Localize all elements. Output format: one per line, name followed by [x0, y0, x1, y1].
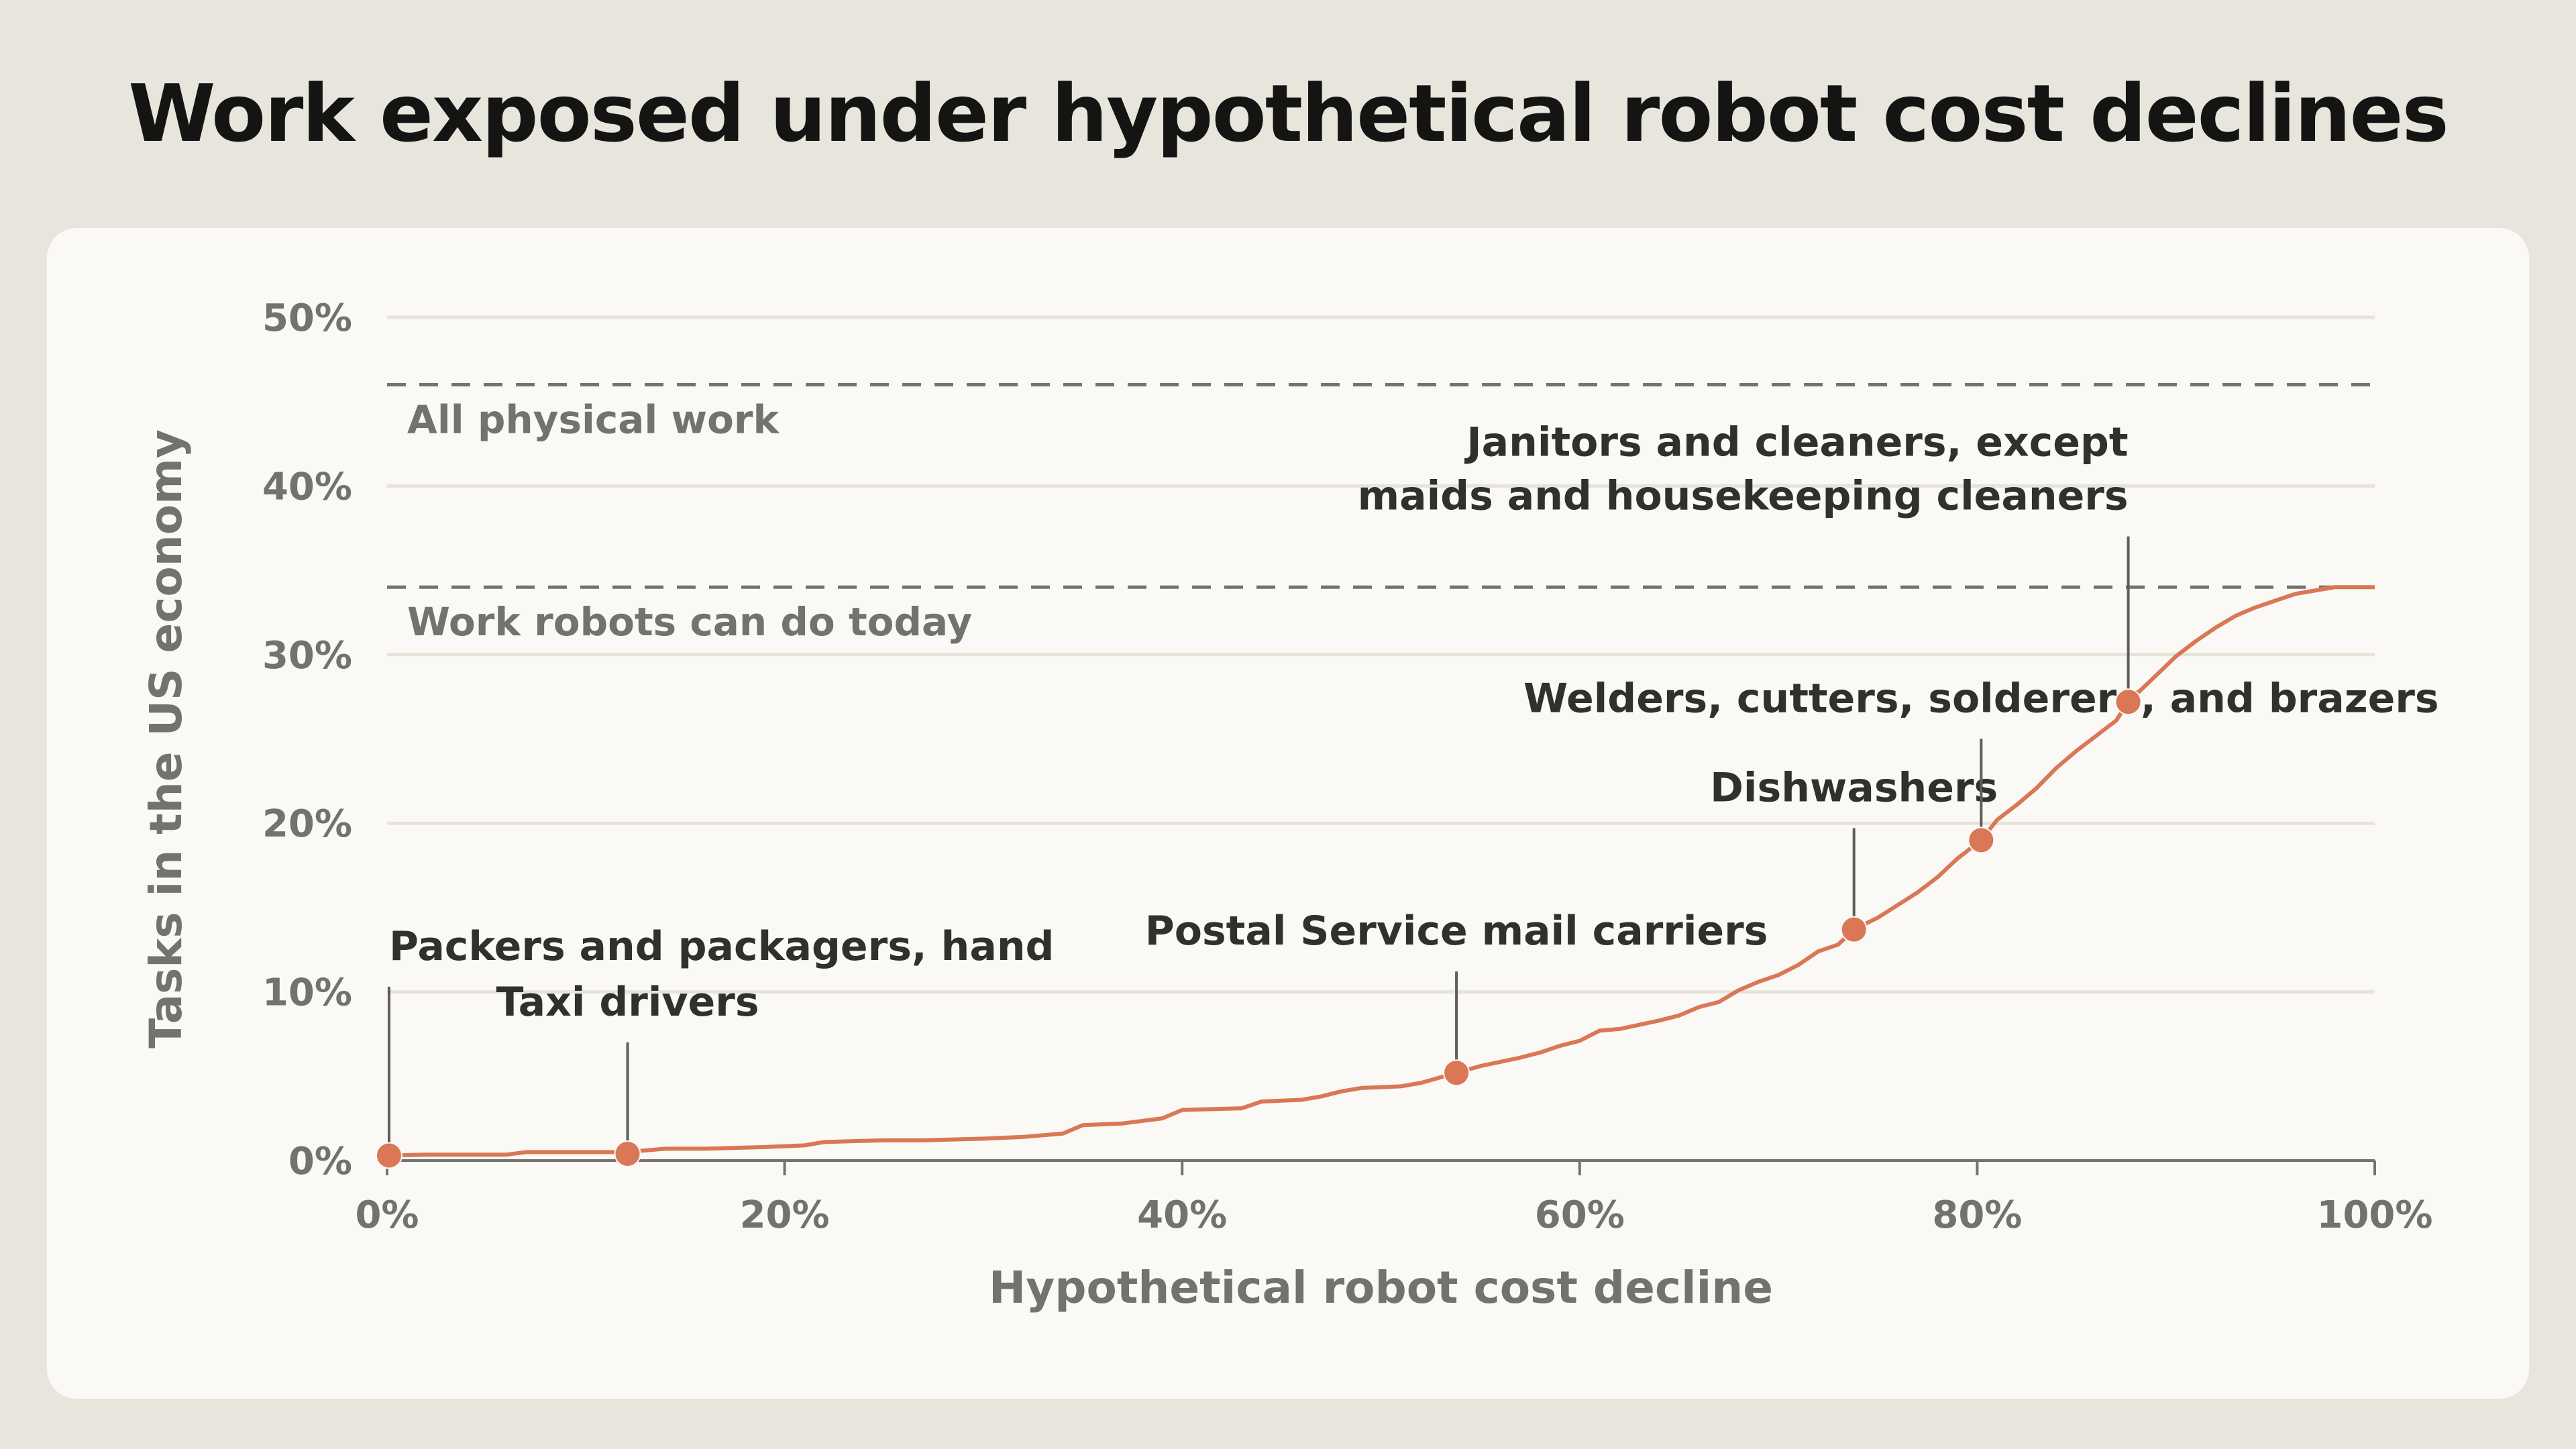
x-tick-label: 80% — [1932, 1193, 2022, 1237]
x-tick-label: 20% — [740, 1193, 830, 1237]
annotation-marker — [2114, 688, 2142, 716]
reference-line-label: Work robots can do today — [407, 599, 972, 645]
chart-card: 0% 10% 20% 30% 40% 50% 0% 20% 40% 60% 80% 100% All… — [47, 228, 2529, 1399]
x-tick-label: 60% — [1535, 1193, 1625, 1237]
annotation-marker — [375, 1142, 402, 1169]
y-tick-label: 20% — [262, 802, 352, 846]
reference-line-label: All physical work — [407, 397, 780, 443]
annotation-label: maids and housekeeping cleaners — [1358, 473, 2129, 520]
series-line — [386, 585, 2375, 1158]
x-axis-ticks: 0% 20% 40% 60% 80% 100% — [355, 1161, 2433, 1237]
annotation-marker — [1968, 826, 1995, 854]
annotation-label: Postal Service mail carriers — [1145, 908, 1768, 955]
annotation-marker — [1443, 1059, 1470, 1087]
reference-lines: All physical work Work robots can do toda… — [387, 383, 2375, 645]
series — [386, 585, 2375, 1158]
chart-title: Work exposed under hypothetical robot co… — [128, 67, 2449, 160]
chart-svg: 0% 10% 20% 30% 40% 50% 0% 20% 40% 60% 80% 100% All… — [140, 297, 2439, 1313]
annotation-marker — [1840, 916, 1868, 943]
x-tick-label: 0% — [355, 1193, 419, 1237]
annotation-marker — [614, 1140, 641, 1167]
y-tick-label: 40% — [262, 465, 352, 508]
annotation-label: Packers and packagers, hand — [389, 923, 1055, 970]
y-tick-label: 30% — [262, 634, 352, 678]
annotation-label: Janitors and cleaners, except — [1464, 419, 2128, 466]
y-tick-label: 0% — [288, 1140, 352, 1183]
x-axis-title: Hypothetical robot cost decline — [989, 1262, 1773, 1313]
x-tick-label: 100% — [2316, 1193, 2432, 1237]
annotations: Packers and packagers, hand Taxi drivers P… — [375, 419, 2439, 1169]
gridlines — [387, 315, 2375, 1162]
y-axis-ticks: 0% 10% 20% 30% 40% 50% — [262, 297, 352, 1183]
y-tick-label: 10% — [262, 971, 352, 1015]
annotation-label: Taxi drivers — [496, 979, 759, 1026]
y-axis-title: Tasks in the US economy — [140, 429, 192, 1049]
x-tick-label: 40% — [1137, 1193, 1227, 1237]
annotation-label: Welders, cutters, solderers, and brazers — [1523, 675, 2439, 722]
annotation-label: Dishwashers — [1710, 765, 1998, 812]
y-tick-label: 50% — [262, 297, 352, 340]
